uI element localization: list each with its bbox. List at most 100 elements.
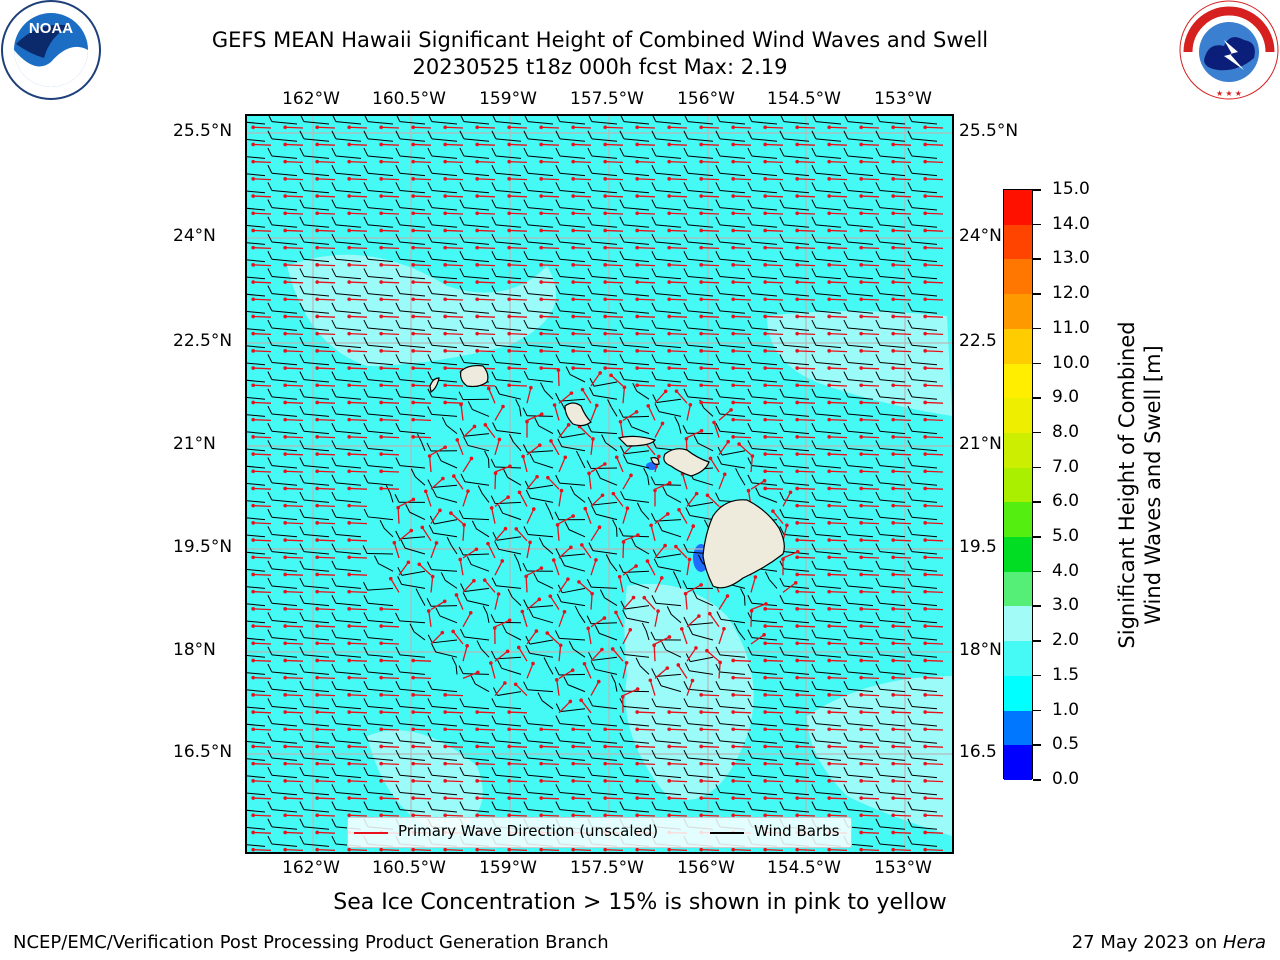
- wind-barb: [907, 784, 938, 796]
- wave-direction-arrow: [443, 314, 464, 319]
- wave-direction-arrow: [475, 813, 496, 818]
- wind-barb: [688, 626, 714, 641]
- wave-direction-arrow: [667, 211, 688, 216]
- wind-barb: [363, 302, 394, 314]
- wind-barb: [363, 147, 394, 159]
- wind-barb: [715, 251, 746, 263]
- wind-barb: [907, 388, 938, 400]
- wave-direction-arrow: [507, 142, 528, 147]
- wave-direction-arrow: [443, 383, 464, 388]
- wind-barb: [779, 732, 810, 744]
- wave-direction-arrow: [507, 125, 528, 130]
- colorbar-tick-label: 1.0: [1052, 699, 1080, 720]
- wind-barb: [587, 732, 618, 744]
- wave-direction-arrow: [763, 297, 784, 302]
- wave-direction-arrow: [411, 297, 432, 302]
- wave-direction-arrow: [635, 349, 656, 353]
- wind-barb: [459, 428, 490, 437]
- wind-barb: [587, 302, 618, 314]
- wave-direction-arrow: [923, 245, 944, 250]
- wave-direction-arrow: [635, 847, 656, 852]
- wind-barb: [843, 801, 874, 813]
- wave-direction-arrow: [635, 211, 656, 216]
- wind-barb: [683, 319, 714, 331]
- wind-barb: [363, 457, 394, 469]
- wave-direction-arrow: [347, 366, 368, 370]
- wave-direction-arrow: [283, 796, 304, 800]
- wave-direction-arrow: [580, 543, 592, 559]
- wave-direction-arrow: [521, 454, 528, 473]
- wind-barb: [843, 509, 874, 521]
- wave-direction-arrow: [923, 589, 944, 594]
- wind-barb: [267, 732, 298, 744]
- wind-barb: [395, 732, 426, 744]
- wave-direction-arrow: [603, 142, 624, 147]
- wind-barb: [331, 405, 362, 417]
- wind-barb: [622, 454, 650, 469]
- wave-direction-arrow: [507, 779, 528, 783]
- lat-r-label: 24°N: [959, 226, 1002, 246]
- wind-barb: [427, 784, 458, 796]
- wave-direction-arrow: [251, 297, 272, 302]
- wave-direction-arrow: [795, 349, 816, 353]
- wave-direction-arrow: [603, 779, 624, 783]
- wave-direction-arrow: [635, 142, 656, 147]
- wind-barb: [427, 698, 458, 710]
- wind-barb: [715, 646, 746, 658]
- wave-direction-arrow: [891, 779, 912, 783]
- lon-bot-label: 156°W: [677, 858, 735, 878]
- wind-barb: [635, 657, 650, 675]
- wave-direction-arrow: [667, 779, 688, 783]
- wave-direction-arrow: [443, 744, 464, 749]
- wind-barb: [427, 388, 458, 400]
- wave-direction-arrow: [315, 366, 336, 370]
- wave-direction-arrow: [795, 624, 816, 628]
- wave-direction-arrow: [795, 383, 816, 388]
- wind-barb: [555, 703, 586, 713]
- wave-direction-arrow: [635, 314, 656, 319]
- wind-barb: [544, 502, 554, 520]
- wind-barb: [843, 440, 874, 452]
- wind-barb: [331, 526, 362, 538]
- wind-barb: [247, 672, 266, 675]
- wave-direction-arrow: [411, 847, 432, 852]
- wind-barb: [747, 251, 778, 263]
- wave-direction-arrow: [486, 386, 496, 404]
- wind-barb: [692, 590, 714, 607]
- wind-barb: [683, 354, 714, 366]
- wind-barb: [587, 423, 618, 435]
- wind-barb: [907, 818, 938, 830]
- wave-direction-arrow: [283, 314, 304, 319]
- wind-barb: [523, 251, 554, 263]
- wave-direction-arrow: [622, 564, 638, 576]
- wave-direction-arrow: [923, 693, 944, 697]
- wind-barb: [843, 165, 874, 177]
- wave-direction-arrow: [347, 383, 368, 388]
- wave-direction-arrow: [251, 607, 272, 611]
- wave-direction-arrow: [923, 572, 944, 577]
- wind-barb: [779, 784, 810, 796]
- wind-barb: [299, 182, 330, 194]
- wave-direction-arrow: [622, 533, 640, 542]
- colorbar-segment: [1004, 328, 1032, 364]
- wind-barb: [843, 182, 874, 194]
- wind-barb: [395, 530, 426, 540]
- wave-direction-arrow: [379, 761, 400, 766]
- wind-barb: [331, 732, 362, 744]
- wind-barb: [907, 457, 938, 469]
- wind-barb: [587, 354, 618, 366]
- wave-direction-arrow: [699, 159, 720, 164]
- wave-direction-arrow: [558, 699, 573, 714]
- wind-barb: [619, 302, 650, 314]
- wave-direction-arrow: [763, 314, 784, 319]
- wave-direction-arrow: [827, 572, 848, 577]
- wave-direction-arrow: [603, 366, 624, 370]
- wave-direction-arrow: [827, 521, 848, 525]
- wave-direction-arrow: [571, 813, 592, 818]
- wave-direction-arrow: [795, 400, 816, 405]
- wave-direction-arrow: [347, 280, 368, 284]
- wave-direction-arrow: [571, 177, 592, 181]
- wave-direction-arrow: [571, 245, 592, 250]
- wave-direction-arrow: [705, 493, 720, 507]
- wave-direction-arrow: [449, 511, 464, 525]
